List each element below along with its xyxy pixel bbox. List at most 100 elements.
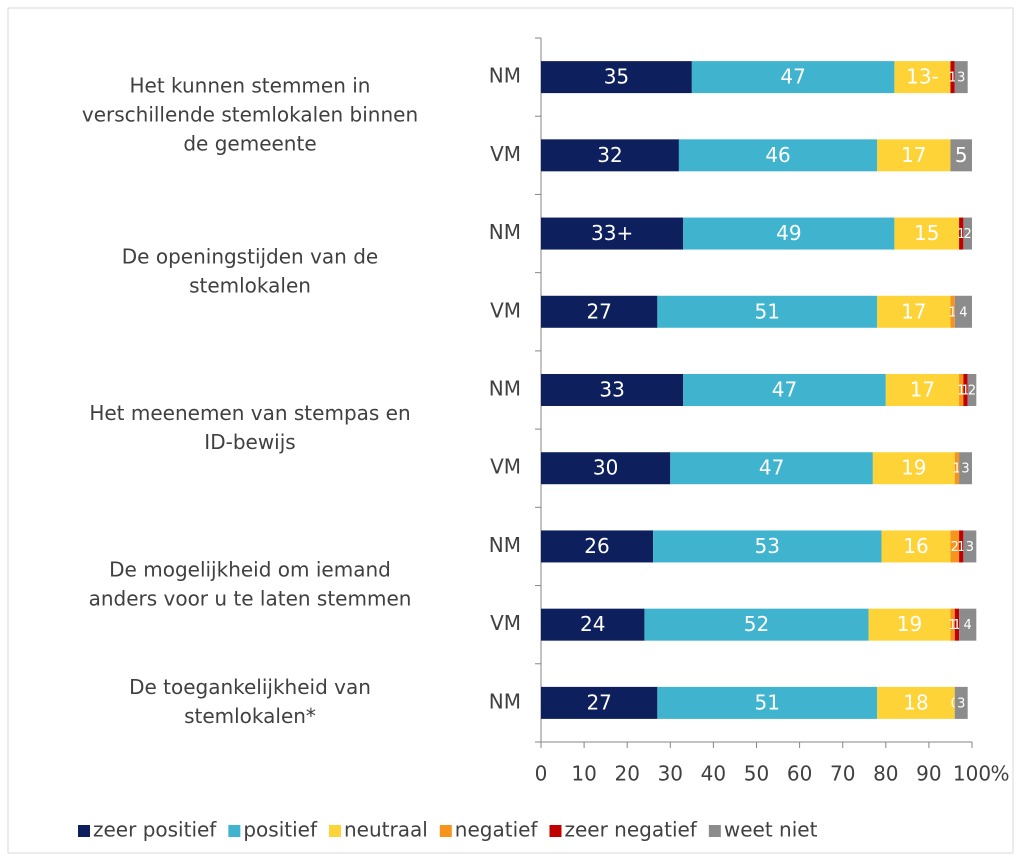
bar-segment (872, 452, 955, 485)
legend-swatch (78, 825, 90, 837)
chart-border (7, 7, 1014, 854)
bar-segment (959, 608, 977, 641)
y-tick-label: NM (489, 64, 521, 88)
legend-label: weet niet (724, 818, 818, 842)
data-label: 24 (580, 612, 605, 636)
data-label: 26 (584, 534, 609, 558)
bar-segment (963, 217, 972, 250)
legend-label: zeer positief (93, 818, 217, 842)
data-label: 27 (586, 299, 611, 323)
data-label: 3 (966, 540, 974, 555)
bar-segment (959, 374, 964, 406)
bar-segment (653, 530, 882, 563)
data-label: 47 (772, 378, 797, 402)
y-tick-label: VM (490, 142, 521, 166)
y-tick-label: NM (489, 220, 521, 244)
bar-segment (950, 530, 960, 563)
x-tick-label: 60 (787, 762, 812, 786)
data-label: 1 (957, 227, 965, 242)
y-tick-label: VM (490, 455, 521, 479)
bar-segment (950, 295, 955, 328)
bar-segment (670, 452, 873, 485)
data-label: 17 (901, 143, 926, 167)
x-tick-label: 0 (535, 762, 548, 786)
bar-segment (541, 686, 658, 719)
legend-label: zeer negatief (564, 818, 697, 842)
legend-swatch (439, 825, 452, 837)
bar-segment (959, 530, 964, 563)
data-label: 33+ (591, 221, 633, 245)
data-label: 1 (948, 305, 956, 320)
group-label: stemlokalen* (184, 704, 316, 728)
data-label: 51 (755, 690, 780, 714)
x-tick-label: 90 (916, 762, 941, 786)
data-label: 1 (948, 71, 956, 86)
group-label: Het kunnen stemmen in (130, 74, 371, 98)
legend-swatch (708, 825, 721, 837)
data-label: 1 (957, 540, 965, 555)
bar-segment (894, 217, 960, 250)
group-label: anders voor u te laten stemmen (89, 587, 412, 611)
y-tick-label: NM (489, 377, 521, 401)
bar-segment (868, 608, 951, 641)
x-tick-label: 80 (873, 762, 898, 786)
bar-segment (881, 530, 951, 563)
data-label: 4 (964, 618, 972, 633)
bar-segment (894, 61, 951, 94)
data-label: 19 (897, 612, 922, 636)
group-label: verschillende stemlokalen binnen (82, 103, 418, 127)
data-label: 17 (910, 378, 935, 402)
x-tick-label: 70 (830, 762, 855, 786)
bar-segment (644, 608, 869, 641)
bar-segment (954, 452, 960, 485)
bar-segment (963, 374, 968, 406)
legend-swatch (228, 825, 241, 837)
bar-segment (541, 61, 692, 94)
data-label: 1 (953, 462, 961, 477)
data-label: 2 (968, 384, 976, 399)
x-tick-label: 50 (744, 762, 769, 786)
bar-segment (877, 686, 955, 719)
group-label: Het meenemen van stempas en (89, 401, 410, 425)
bar-segment (541, 217, 684, 250)
data-label: 51 (755, 299, 780, 323)
y-tick-label: NM (489, 533, 521, 557)
data-label: 47 (759, 456, 784, 480)
bar-segment (954, 608, 960, 641)
data-label: 3 (957, 696, 965, 711)
data-label: 2 (964, 227, 972, 242)
data-label: 32 (597, 143, 622, 167)
bar-segment (954, 295, 972, 328)
data-label: 1 (961, 384, 969, 399)
data-label: 52 (744, 612, 769, 636)
group-label: De openingstijden van de (122, 245, 378, 269)
bar-segment (967, 374, 977, 406)
bar-segment (963, 530, 977, 563)
y-tick-label: VM (490, 611, 521, 635)
data-label: 19 (901, 456, 926, 480)
group-label: ID-bewijs (204, 430, 295, 454)
data-label: 16 (903, 534, 928, 558)
bar-segment (541, 452, 671, 485)
data-label: 1 (953, 618, 961, 633)
bar-segment (877, 295, 951, 328)
data-label: 46 (765, 143, 790, 167)
bar-segment (691, 61, 895, 94)
x-tick-label: 100 (953, 762, 991, 786)
bar-segment (950, 608, 955, 641)
data-label: 17 (901, 299, 926, 323)
bar-segment (683, 217, 895, 250)
data-label: 3 (961, 462, 969, 477)
data-label: 13- (906, 65, 939, 89)
x-tick-label: 40 (701, 762, 726, 786)
bar-segment (885, 374, 960, 406)
y-tick-label: VM (490, 298, 521, 322)
legend-label: negatief (455, 818, 539, 842)
x-tick-label: 10 (571, 762, 596, 786)
bar-segment (541, 295, 658, 328)
bar-segment (657, 295, 878, 328)
bar-segment (954, 61, 968, 94)
bar-segment (541, 608, 645, 641)
data-label: 30 (593, 456, 618, 480)
y-tick-label: NM (489, 689, 521, 713)
